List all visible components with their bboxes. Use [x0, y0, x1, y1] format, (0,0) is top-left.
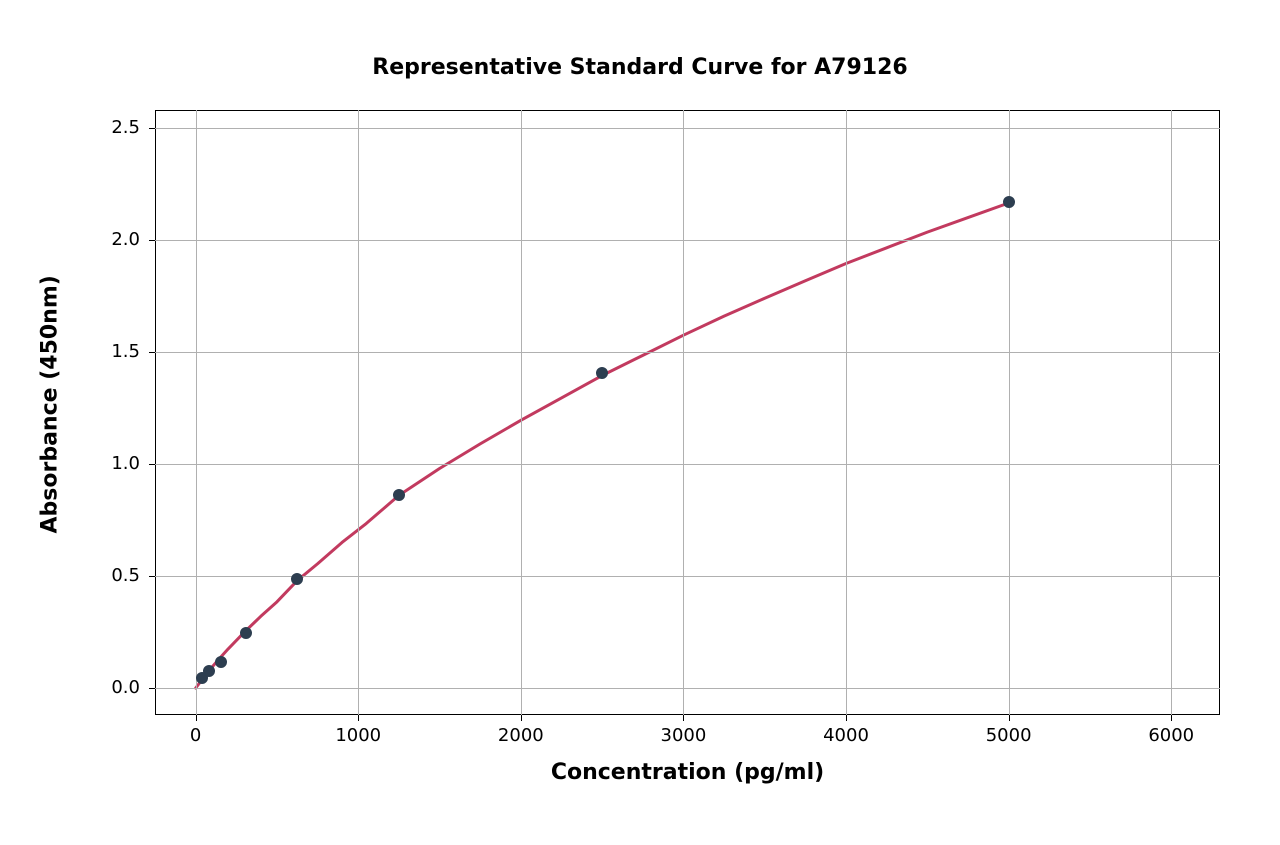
y-axis-label: Absorbance (450nm): [38, 293, 63, 533]
grid-line-vertical: [358, 110, 359, 715]
x-tick-mark: [358, 715, 359, 721]
x-tick-mark: [683, 715, 684, 721]
chart-container: Representative Standard Curve for A79126…: [0, 0, 1280, 845]
data-point-marker: [1003, 196, 1015, 208]
data-point-marker: [291, 573, 303, 585]
data-point-marker: [393, 489, 405, 501]
x-tick-mark: [846, 715, 847, 721]
x-tick-mark: [196, 715, 197, 721]
y-tick-mark: [149, 688, 155, 689]
grid-line-vertical: [521, 110, 522, 715]
data-point-marker: [596, 367, 608, 379]
grid-line-vertical: [196, 110, 197, 715]
y-tick-mark: [149, 464, 155, 465]
grid-line-horizontal: [155, 128, 1220, 129]
grid-line-horizontal: [155, 352, 1220, 353]
plot-area: [155, 110, 1220, 715]
x-tick-label: 0: [156, 725, 236, 746]
x-tick-label: 1000: [318, 725, 398, 746]
grid-line-vertical: [683, 110, 684, 715]
x-tick-label: 2000: [481, 725, 561, 746]
x-axis-label: Concentration (pg/ml): [538, 760, 838, 785]
grid-line-vertical: [846, 110, 847, 715]
grid-line-horizontal: [155, 464, 1220, 465]
x-tick-label: 5000: [969, 725, 1049, 746]
y-tick-mark: [149, 240, 155, 241]
grid-line-horizontal: [155, 688, 1220, 689]
data-point-marker: [215, 656, 227, 668]
x-tick-label: 3000: [643, 725, 723, 746]
grid-line-horizontal: [155, 576, 1220, 577]
y-tick-mark: [149, 128, 155, 129]
data-point-marker: [240, 627, 252, 639]
y-tick-label: 0.0: [95, 677, 140, 698]
x-tick-label: 6000: [1131, 725, 1211, 746]
x-tick-mark: [1009, 715, 1010, 721]
x-tick-mark: [521, 715, 522, 721]
y-tick-label: 1.0: [95, 453, 140, 474]
y-tick-label: 1.5: [95, 341, 140, 362]
x-tick-mark: [1171, 715, 1172, 721]
x-tick-label: 4000: [806, 725, 886, 746]
y-tick-label: 0.5: [95, 565, 140, 586]
y-tick-label: 2.0: [95, 229, 140, 250]
data-point-marker: [203, 665, 215, 677]
y-tick-mark: [149, 576, 155, 577]
grid-line-vertical: [1171, 110, 1172, 715]
chart-title: Representative Standard Curve for A79126: [0, 55, 1280, 80]
grid-line-horizontal: [155, 240, 1220, 241]
y-tick-label: 2.5: [95, 117, 140, 138]
y-tick-mark: [149, 352, 155, 353]
